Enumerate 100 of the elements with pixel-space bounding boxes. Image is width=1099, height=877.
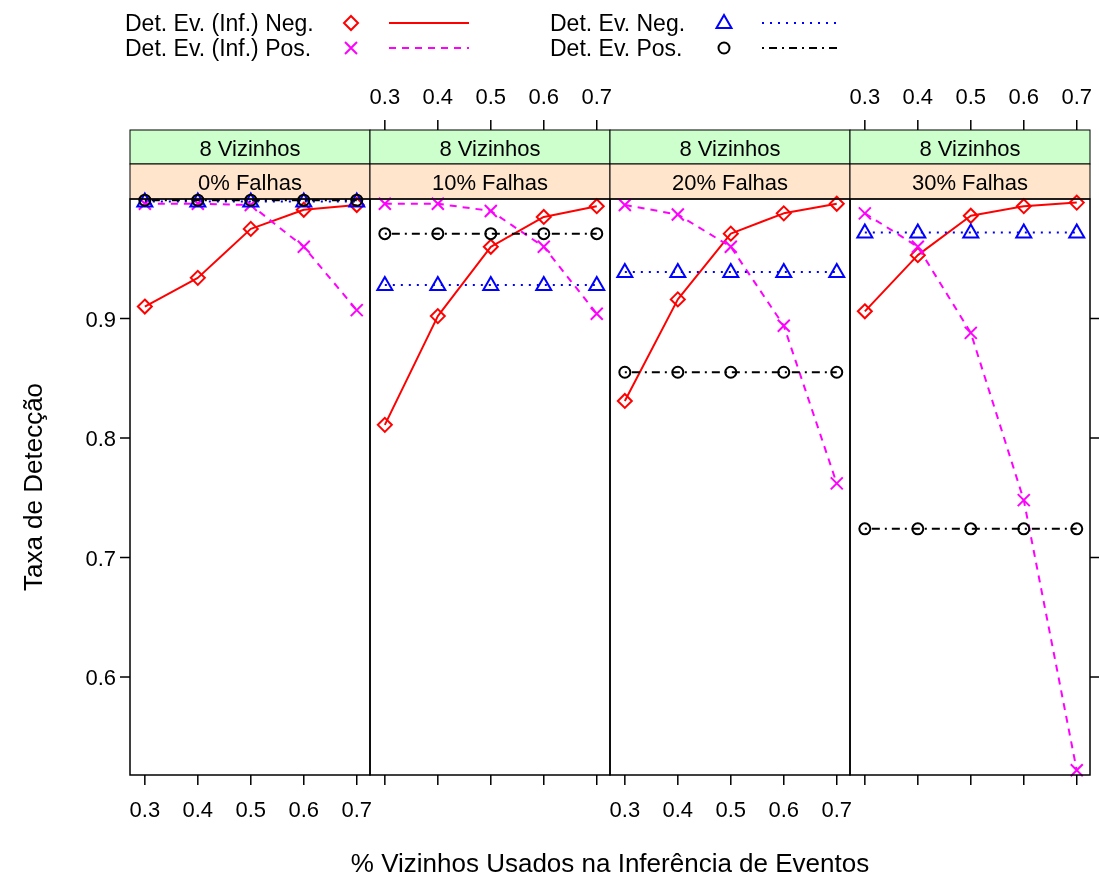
point: [588, 198, 605, 215]
x-tick-label: 0.4: [662, 797, 694, 822]
point: [616, 262, 634, 278]
point: [376, 416, 393, 433]
point: [910, 239, 925, 254]
point: [911, 522, 925, 536]
point: [429, 308, 446, 325]
chart-subtitle: 20% Falhas: [671, 170, 789, 195]
point: [909, 223, 927, 239]
legend-label: Det. Ev. (Inf.) Neg.: [125, 10, 314, 36]
legend-label: Det. Ev. (Inf.) Pos.: [125, 35, 312, 61]
x-tick-label: 0.5: [955, 84, 987, 109]
chart-subtitle: 10% Falhas: [431, 170, 549, 195]
point: [482, 276, 500, 292]
point: [483, 203, 498, 218]
y-tick-label: 0.8: [85, 426, 116, 451]
chart-subtitle: 0% Falhas: [198, 170, 302, 195]
point: [962, 223, 980, 239]
point: [378, 227, 392, 241]
point: [962, 207, 979, 224]
point: [670, 207, 685, 222]
point: [723, 239, 738, 254]
x-tick-label: 0.6: [288, 797, 320, 822]
point: [856, 223, 874, 239]
point: [429, 276, 447, 292]
x-tick-label: 0.3: [849, 84, 881, 109]
point: [1015, 223, 1033, 239]
point: [589, 306, 604, 321]
x-tick-label: 0.4: [422, 84, 454, 109]
point: [669, 291, 686, 308]
chart-title: 8 Vizinhos: [439, 136, 541, 161]
point: [828, 262, 846, 278]
x-tick-label: 0.4: [902, 84, 934, 109]
point: [535, 276, 553, 292]
point: [296, 239, 311, 254]
point: [348, 196, 365, 213]
point: [1068, 194, 1085, 211]
x-tick-label: 0.6: [768, 797, 800, 822]
point: [376, 276, 394, 292]
y-tick-label: 0.6: [85, 665, 116, 691]
point: [963, 325, 978, 340]
point: [1068, 223, 1086, 239]
x-tick-label: 0.3: [369, 84, 401, 109]
point: [964, 522, 978, 536]
point: [829, 476, 844, 491]
x-tick-label: 0.6: [1008, 84, 1040, 109]
point: [1016, 493, 1031, 508]
point: [430, 196, 445, 211]
point: [828, 195, 845, 212]
x-axis-title: % Vizinhos Usados na Inferência de Eventos: [350, 848, 870, 877]
point: [858, 522, 872, 536]
point: [776, 318, 791, 333]
point: [349, 303, 364, 318]
point: [1017, 522, 1031, 536]
point: [484, 227, 498, 241]
x-tick-label: 0.7: [1061, 84, 1093, 109]
y-tick-label: 0.7: [85, 545, 116, 571]
point: [136, 298, 153, 315]
point: [431, 227, 445, 241]
point: [242, 220, 259, 237]
x-tick-label: 0.3: [609, 797, 641, 822]
legend-label: Det. Ev. Pos.: [550, 35, 683, 61]
x-tick-label: 0.6: [528, 84, 560, 109]
point: [189, 269, 206, 286]
x-tick-label: 0.4: [182, 797, 214, 822]
point: [295, 201, 312, 218]
point: [830, 365, 844, 379]
point: [775, 262, 793, 278]
point: [777, 365, 791, 379]
point: [724, 365, 738, 379]
point: [535, 208, 552, 225]
point: [377, 196, 392, 211]
chart-title: 8 Vizinhos: [679, 136, 781, 161]
x-tick-label: 0.5: [715, 797, 747, 822]
point: [617, 197, 632, 212]
chart-title: 8 Vizinhos: [919, 136, 1021, 161]
point: [857, 206, 872, 221]
x-tick-label: 0.7: [341, 797, 373, 822]
y-tick-label: 0.9: [85, 306, 116, 332]
point: [616, 392, 633, 409]
point: [588, 276, 606, 292]
point: [671, 365, 685, 379]
point: [1015, 198, 1032, 215]
x-tick-label: 0.5: [475, 84, 507, 109]
point: [618, 365, 632, 379]
x-tick-label: 0.7: [581, 84, 613, 109]
legend-label: Det. Ev. Neg.: [550, 10, 686, 36]
point: [590, 227, 604, 241]
point: [1070, 522, 1084, 536]
point: [722, 262, 740, 278]
point: [1069, 763, 1084, 778]
point: [536, 239, 551, 254]
point: [537, 227, 551, 241]
chart-title: 8 Vizinhos: [199, 136, 301, 161]
x-tick-label: 0.7: [821, 797, 853, 822]
point: [482, 238, 499, 255]
point: [856, 303, 873, 320]
point: [909, 247, 926, 264]
point: [722, 225, 739, 242]
x-tick-label: 0.3: [129, 797, 161, 822]
